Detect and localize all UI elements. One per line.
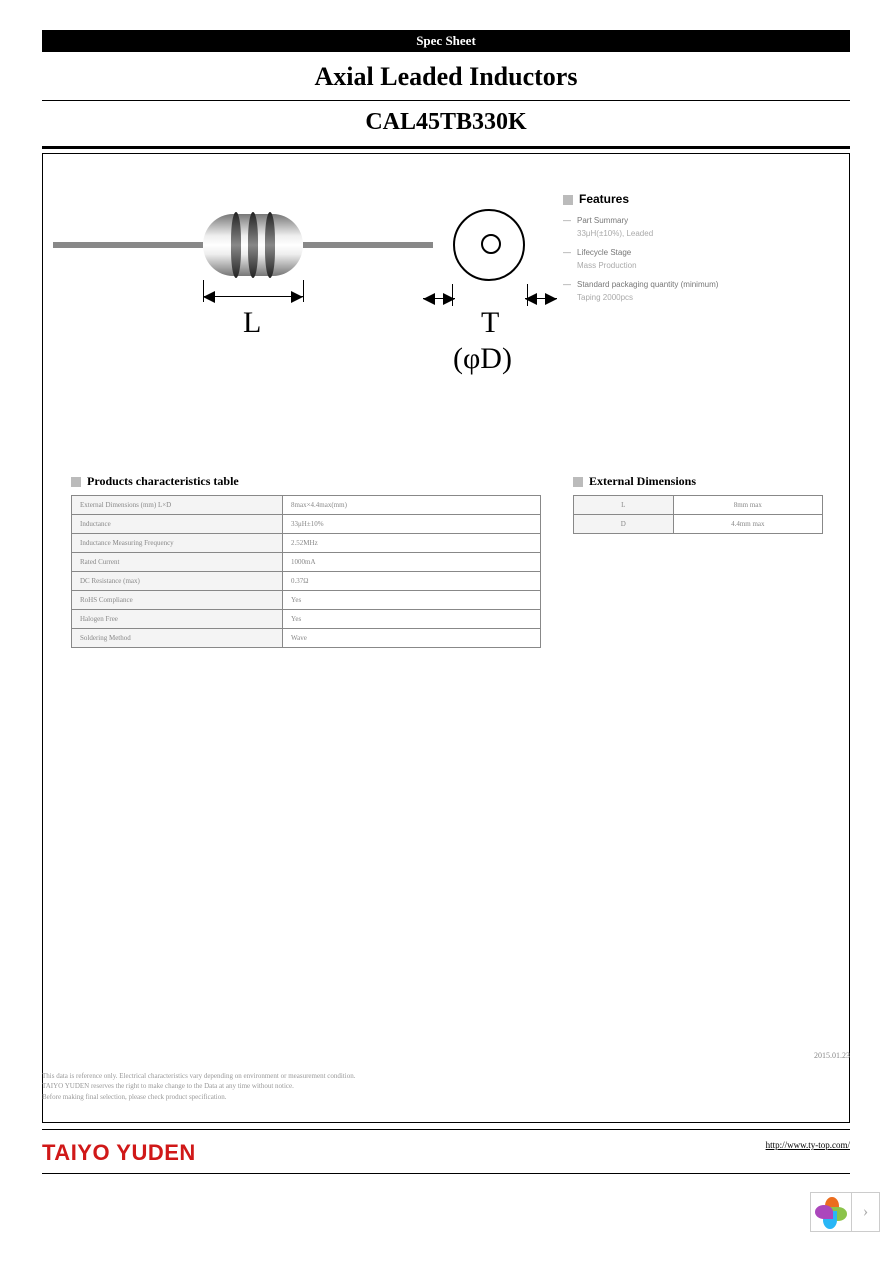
feature-value: Mass Production: [577, 261, 718, 270]
dim-label-d: (φD): [453, 342, 512, 376]
char-key: DC Resistance (max): [72, 572, 283, 591]
char-value: Wave: [283, 629, 541, 648]
dimensions-table: L8mm maxD4.4mm max: [573, 495, 823, 534]
dim-arrow: [423, 298, 455, 299]
table-row: Soldering MethodWave: [72, 629, 541, 648]
product-category: Axial Leaded Inductors: [42, 58, 850, 100]
char-value: 33μH±10%: [283, 515, 541, 534]
dim-key: D: [574, 515, 674, 534]
char-value: 1000mA: [283, 553, 541, 572]
feature-item: — Part Summary 33μH(±10%), Leaded: [563, 216, 718, 238]
dim-arrow: [203, 296, 303, 297]
characteristics-table: External Dimensions (mm) L×D8max×4.4max(…: [71, 495, 541, 648]
dimensions-heading: External Dimensions: [573, 474, 823, 489]
feature-value: 33μH(±10%), Leaded: [577, 229, 718, 238]
petal: [815, 1205, 833, 1219]
char-value: Yes: [283, 610, 541, 629]
bullet-square-icon: [71, 477, 81, 487]
content-frame: L T (φD) Features — Part Summary 33μH(±10%…: [42, 153, 850, 1123]
table-row: D4.4mm max: [574, 515, 823, 534]
disclaimer-line: TAIYO YUDEN reserves the right to make c…: [42, 1081, 355, 1092]
char-key: RoHS Compliance: [72, 591, 283, 610]
feature-item: — Lifecycle Stage Mass Production: [563, 248, 718, 270]
color-band: [265, 212, 275, 278]
dimensions-title: External Dimensions: [589, 474, 696, 488]
features-panel: Features — Part Summary 33μH(±10%), Leaded…: [563, 192, 718, 302]
feature-label: Part Summary: [577, 216, 628, 225]
disclaimer: This data is reference only. Electrical …: [42, 1071, 355, 1103]
component-diagram: L T (φD): [53, 194, 533, 434]
char-key: Inductance: [72, 515, 283, 534]
dim-label-l: L: [243, 306, 261, 340]
features-title: Features: [579, 192, 629, 206]
disclaimer-line: This data is reference only. Electrical …: [42, 1071, 355, 1082]
char-key: Rated Current: [72, 553, 283, 572]
dim-key: L: [574, 496, 674, 515]
rule-thick: [42, 146, 850, 149]
corner-widget[interactable]: ›: [810, 1192, 880, 1232]
char-key: Soldering Method: [72, 629, 283, 648]
lead-wire: [53, 242, 203, 248]
characteristics-section: Products characteristics table External …: [71, 474, 541, 648]
dim-label-t: T: [481, 306, 499, 340]
table-row: Inductance Measuring Frequency2.52MHz: [72, 534, 541, 553]
feature-label: Lifecycle Stage: [577, 248, 631, 257]
lead-wire: [303, 242, 433, 248]
part-number: CAL45TB330K: [42, 101, 850, 146]
char-key: Halogen Free: [72, 610, 283, 629]
table-row: External Dimensions (mm) L×D8max×4.4max(…: [72, 496, 541, 515]
dash-icon: —: [563, 280, 571, 289]
dimensions-section: External Dimensions L8mm maxD4.4mm max: [573, 474, 823, 534]
document-date: 2015.01.23: [814, 1051, 850, 1060]
feature-label: Standard packaging quantity (minimum): [577, 280, 718, 289]
dim-value: 4.4mm max: [673, 515, 822, 534]
feature-value: Taping 2000pcs: [577, 293, 718, 302]
feature-item: — Standard packaging quantity (minimum) Ta…: [563, 280, 718, 302]
char-value: Yes: [283, 591, 541, 610]
bullet-square-icon: [563, 195, 573, 205]
dim-arrow: [525, 298, 557, 299]
flower-logo-icon: [811, 1193, 851, 1231]
features-list: — Part Summary 33μH(±10%), Leaded — Lifecycl…: [563, 216, 718, 302]
characteristics-title: Products characteristics table: [87, 474, 239, 488]
footer-rule: [42, 1129, 850, 1130]
char-value: 8max×4.4max(mm): [283, 496, 541, 515]
cross-section-inner: [481, 234, 501, 254]
company-url[interactable]: http://www.ty-top.com/: [766, 1140, 850, 1150]
table-row: RoHS ComplianceYes: [72, 591, 541, 610]
char-key: Inductance Measuring Frequency: [72, 534, 283, 553]
brand-logo: TAIYO YUDEN: [42, 1140, 196, 1166]
features-heading: Features: [563, 192, 718, 206]
color-band: [231, 212, 241, 278]
char-value: 0.37Ω: [283, 572, 541, 591]
char-value: 2.52MHz: [283, 534, 541, 553]
spec-sheet-banner: Spec Sheet: [42, 30, 850, 52]
table-row: DC Resistance (max)0.37Ω: [72, 572, 541, 591]
table-row: Rated Current1000mA: [72, 553, 541, 572]
table-row: L8mm max: [574, 496, 823, 515]
table-row: Halogen FreeYes: [72, 610, 541, 629]
table-row: Inductance33μH±10%: [72, 515, 541, 534]
dim-tick: [303, 280, 304, 302]
chevron-right-icon[interactable]: ›: [851, 1193, 879, 1231]
dim-value: 8mm max: [673, 496, 822, 515]
bullet-square-icon: [573, 477, 583, 487]
footer-rule: [42, 1173, 850, 1174]
characteristics-heading: Products characteristics table: [71, 474, 541, 489]
disclaimer-line: Before making final selection, please ch…: [42, 1092, 355, 1103]
dash-icon: —: [563, 216, 571, 225]
dash-icon: —: [563, 248, 571, 257]
char-key: External Dimensions (mm) L×D: [72, 496, 283, 515]
color-band: [248, 212, 258, 278]
